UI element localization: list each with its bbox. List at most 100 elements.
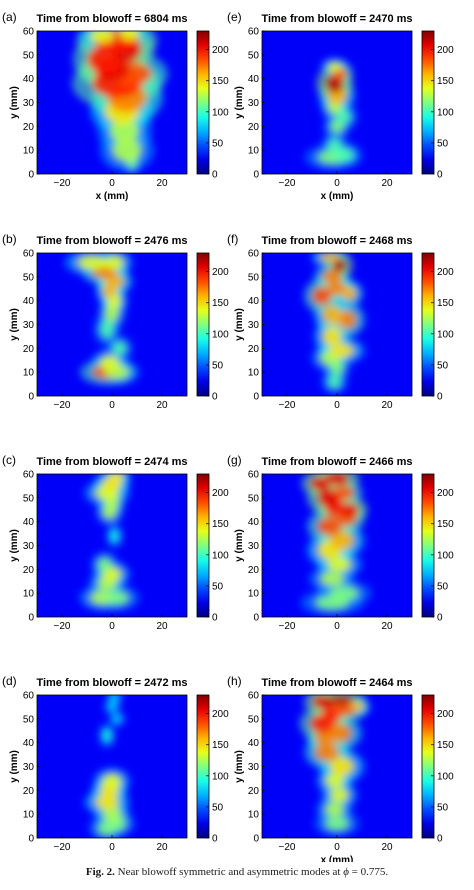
y-tick-label: 30	[248, 541, 260, 552]
colorbar-tick-label: 50	[437, 360, 449, 371]
y-tick-label: 50	[248, 493, 260, 504]
x-tick-label: 20	[381, 621, 393, 632]
panel-label: (g)	[227, 453, 242, 467]
colorbar-frame	[421, 252, 435, 397]
flame-blob	[104, 303, 120, 323]
y-tick-label: 50	[248, 50, 260, 61]
flame-blob	[327, 723, 352, 743]
y-tick-label: 60	[248, 691, 260, 702]
x-tick-label: 0	[109, 400, 115, 411]
colorbar-frame	[196, 252, 210, 397]
y-tick-label: 40	[23, 517, 35, 528]
flame-blob	[89, 31, 115, 43]
colorbar-tick-label: 200	[212, 267, 229, 278]
flame-blob	[99, 355, 120, 370]
y-tick-label: 0	[253, 613, 259, 624]
y-tick-label: 40	[248, 517, 260, 528]
panel-title: Time from blowoff = 6804 ms	[36, 13, 187, 25]
colorbar	[197, 474, 209, 617]
flame-blob	[322, 305, 342, 325]
y-tick-label: 20	[248, 122, 260, 133]
colorbar-tick-label: 50	[437, 581, 449, 592]
y-tick-label: 50	[23, 493, 35, 504]
flame-blob	[119, 31, 140, 41]
flame-blob	[324, 816, 350, 831]
y-axis-label: y (mm)	[234, 750, 245, 783]
y-axis-label: y (mm)	[9, 86, 20, 119]
flame-blob	[322, 326, 342, 346]
flame-blob	[329, 756, 355, 777]
colorbar-tick-label: 100	[437, 329, 454, 340]
panel-label: (h)	[227, 674, 242, 688]
x-tick-label: 0	[334, 400, 340, 411]
panel-title: Time from blowoff = 2464 ms	[261, 677, 412, 689]
y-axis-label: y (mm)	[9, 529, 20, 562]
panel-d: (d) Time from blowoff = 2472 ms 0 10 20 30 40 5…	[2, 674, 229, 853]
x-axis-label: x (mm)	[321, 191, 354, 202]
colorbar	[422, 31, 434, 174]
colorbar-frame	[196, 473, 210, 618]
flame-blob	[312, 286, 332, 306]
flame-blob	[109, 119, 140, 144]
y-tick-label: 10	[248, 368, 260, 379]
figure-label: Fig. 2.	[85, 866, 115, 878]
panel-e: (e) Time from blowoff = 2470 ms 0 10 20 30 40 5…	[227, 10, 454, 202]
y-tick-label: 20	[248, 565, 260, 576]
flame-image	[84, 695, 135, 838]
x-tick-label: 0	[334, 621, 340, 632]
y-tick-label: 30	[23, 541, 35, 552]
flame-blob	[112, 341, 127, 356]
panel-label: (b)	[2, 232, 17, 246]
panel-title: Time from blowoff = 2474 ms	[36, 456, 187, 468]
flame-blob	[322, 269, 342, 284]
colorbar-tick-label: 50	[437, 138, 449, 149]
colorbar	[197, 253, 209, 396]
y-tick-label: 10	[248, 146, 260, 157]
colorbar-tick-label: 150	[212, 76, 229, 87]
x-tick-label: 0	[334, 842, 340, 853]
x-axis-label: x (mm)	[321, 855, 354, 862]
flame-blob	[107, 702, 117, 712]
y-tick-label: 0	[253, 170, 259, 181]
x-tick-label: 20	[381, 400, 393, 411]
flame-image	[299, 695, 371, 837]
panel-c: (c) Time from blowoff = 2474 ms 0 10 20 30 40 5…	[2, 453, 229, 632]
colorbar-tick-label: 150	[212, 519, 229, 530]
y-tick-label: 0	[28, 170, 34, 181]
y-tick-label: 60	[23, 691, 35, 702]
flame-blob	[104, 255, 125, 270]
caption-symbol: ϕ	[343, 866, 349, 878]
y-tick-label: 50	[23, 272, 35, 283]
y-tick-label: 40	[23, 296, 35, 307]
colorbar-tick-label: 150	[437, 298, 454, 309]
flame-image	[305, 58, 363, 171]
x-tick-label: −20	[54, 400, 71, 411]
y-tick-label: 30	[23, 98, 35, 109]
flame-image	[300, 474, 372, 616]
y-tick-label: 0	[28, 392, 34, 403]
y-tick-label: 50	[23, 50, 35, 61]
flame-blob	[324, 802, 345, 817]
panel-label: (f)	[227, 232, 238, 246]
y-tick-label: 10	[248, 810, 260, 821]
colorbar-tick-label: 0	[212, 834, 218, 845]
y-tick-label: 0	[28, 613, 34, 624]
y-axis-label: y (mm)	[234, 86, 245, 119]
colorbar-tick-label: 100	[437, 771, 454, 782]
flame-blob	[327, 557, 352, 572]
flame-blob	[112, 138, 142, 163]
x-tick-label: 0	[109, 178, 115, 189]
flame-blob	[77, 255, 107, 270]
colorbar	[197, 31, 209, 174]
flame-blob	[324, 773, 345, 788]
flame-blob	[327, 61, 342, 72]
colorbar-tick-label: 100	[212, 107, 229, 118]
flame-blob	[109, 695, 120, 703]
y-tick-label: 40	[23, 738, 35, 749]
y-tick-label: 50	[248, 272, 260, 283]
y-tick-label: 30	[23, 320, 35, 331]
y-tick-label: 30	[248, 762, 260, 773]
y-tick-label: 0	[253, 392, 259, 403]
flame-blob	[102, 773, 122, 788]
colorbar-tick-label: 0	[437, 834, 443, 845]
